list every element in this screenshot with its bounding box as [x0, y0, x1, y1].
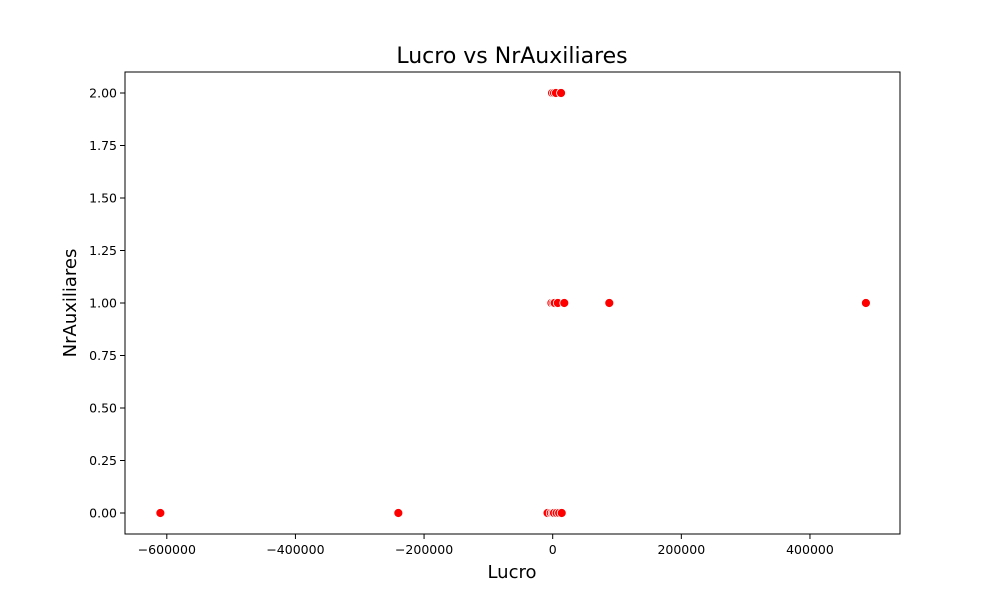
data-point [604, 298, 615, 308]
x-tick-label: −400000 [266, 542, 324, 557]
x-axis-label: Lucro [487, 562, 536, 583]
y-tick-label: 0.25 [89, 453, 117, 468]
y-tick-label: 0.75 [89, 348, 117, 363]
data-point [556, 88, 566, 98]
y-tick-label: 1.25 [89, 243, 117, 258]
x-tick-label: 400000 [786, 542, 834, 557]
data-point [556, 508, 567, 518]
y-tick-label: 2.00 [89, 86, 117, 101]
data-point [861, 298, 871, 308]
y-tick-label: 1.00 [89, 296, 117, 311]
y-tick-label: 1.50 [89, 191, 117, 206]
plot-frame [124, 71, 901, 535]
y-axis-ticks: 0.00 0.25 0.50 0.75 1.00 1.25 1.50 1.75 2.00 [89, 86, 125, 521]
x-axis-ticks: −600000 −400000 −200000 0 200000 400000 [138, 534, 834, 557]
x-tick-label: −200000 [395, 542, 453, 557]
data-point [155, 508, 166, 518]
plot-area [124, 71, 901, 535]
chart-title: Lucro vs NrAuxiliares [396, 44, 627, 69]
y-axis-label: NrAuxiliares [60, 249, 81, 358]
y-tick-label: 0.50 [89, 401, 117, 416]
data-point [559, 298, 570, 308]
x-tick-label: 0 [549, 542, 557, 557]
data-point [393, 508, 404, 518]
x-tick-label: 200000 [657, 542, 705, 557]
y-tick-label: 0.00 [89, 506, 117, 521]
y-tick-label: 1.75 [89, 138, 117, 153]
points-layer [155, 88, 871, 518]
x-tick-label: −600000 [138, 542, 196, 557]
